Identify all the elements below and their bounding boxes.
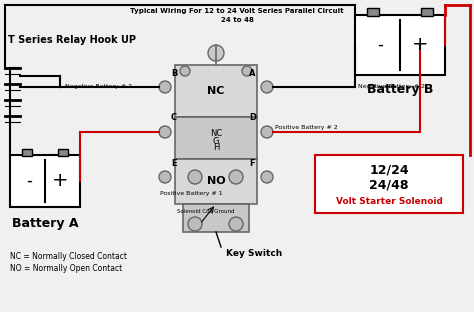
Circle shape bbox=[261, 126, 273, 138]
Text: 12/24: 12/24 bbox=[369, 163, 409, 177]
Bar bbox=[183, 204, 249, 232]
Text: Positive Battery # 2: Positive Battery # 2 bbox=[275, 125, 338, 130]
Circle shape bbox=[159, 126, 171, 138]
Text: +: + bbox=[52, 172, 69, 191]
Circle shape bbox=[159, 171, 171, 183]
Text: T Series Relay Hook UP: T Series Relay Hook UP bbox=[8, 35, 136, 45]
Text: D: D bbox=[249, 114, 256, 123]
Bar bbox=[175, 65, 257, 117]
Circle shape bbox=[229, 170, 243, 184]
Text: 24 to 48: 24 to 48 bbox=[220, 17, 254, 23]
Text: E: E bbox=[171, 158, 177, 168]
Text: G: G bbox=[213, 137, 219, 145]
Circle shape bbox=[188, 170, 202, 184]
Text: NC: NC bbox=[207, 86, 225, 96]
Circle shape bbox=[242, 66, 252, 76]
Text: NO = Normally Open Contact: NO = Normally Open Contact bbox=[10, 264, 122, 273]
Text: NC = Normally Closed Contact: NC = Normally Closed Contact bbox=[10, 252, 127, 261]
Text: B: B bbox=[171, 69, 177, 77]
Text: +: + bbox=[411, 36, 428, 55]
Text: Volt Starter Solenoid: Volt Starter Solenoid bbox=[336, 197, 442, 206]
Bar bbox=[175, 117, 257, 159]
Text: Key Switch: Key Switch bbox=[226, 249, 282, 258]
Text: Typical Wiring For 12 to 24 Volt Series Parallel Circuit: Typical Wiring For 12 to 24 Volt Series … bbox=[130, 8, 344, 14]
Bar bbox=[58, 149, 68, 156]
Text: -: - bbox=[377, 36, 383, 54]
Text: Battery B: Battery B bbox=[367, 83, 433, 96]
Circle shape bbox=[188, 217, 202, 231]
Text: Negative Battery # 2: Negative Battery # 2 bbox=[65, 84, 132, 89]
Bar bbox=[315, 155, 463, 213]
Text: Negative Battery # 2: Negative Battery # 2 bbox=[358, 84, 425, 89]
Bar bbox=[22, 149, 32, 156]
Bar bbox=[10, 155, 80, 207]
Circle shape bbox=[261, 81, 273, 93]
Circle shape bbox=[229, 217, 243, 231]
Bar bbox=[175, 159, 257, 204]
Text: H: H bbox=[213, 144, 219, 153]
Circle shape bbox=[180, 66, 190, 76]
Circle shape bbox=[261, 171, 273, 183]
Bar bbox=[367, 8, 379, 16]
Circle shape bbox=[208, 45, 224, 61]
Text: Positive Battery # 1: Positive Battery # 1 bbox=[160, 191, 223, 196]
Bar bbox=[421, 8, 433, 16]
Text: 24/48: 24/48 bbox=[369, 178, 409, 192]
Text: F: F bbox=[249, 158, 255, 168]
Text: -: - bbox=[27, 172, 33, 190]
Text: Battery A: Battery A bbox=[12, 217, 78, 230]
Text: Solenoid Coil Ground: Solenoid Coil Ground bbox=[177, 209, 235, 214]
Text: NO: NO bbox=[207, 177, 225, 187]
Bar bbox=[355, 15, 445, 75]
Text: NC: NC bbox=[210, 129, 222, 139]
Circle shape bbox=[159, 81, 171, 93]
Text: C: C bbox=[171, 114, 177, 123]
Text: A: A bbox=[249, 69, 255, 77]
